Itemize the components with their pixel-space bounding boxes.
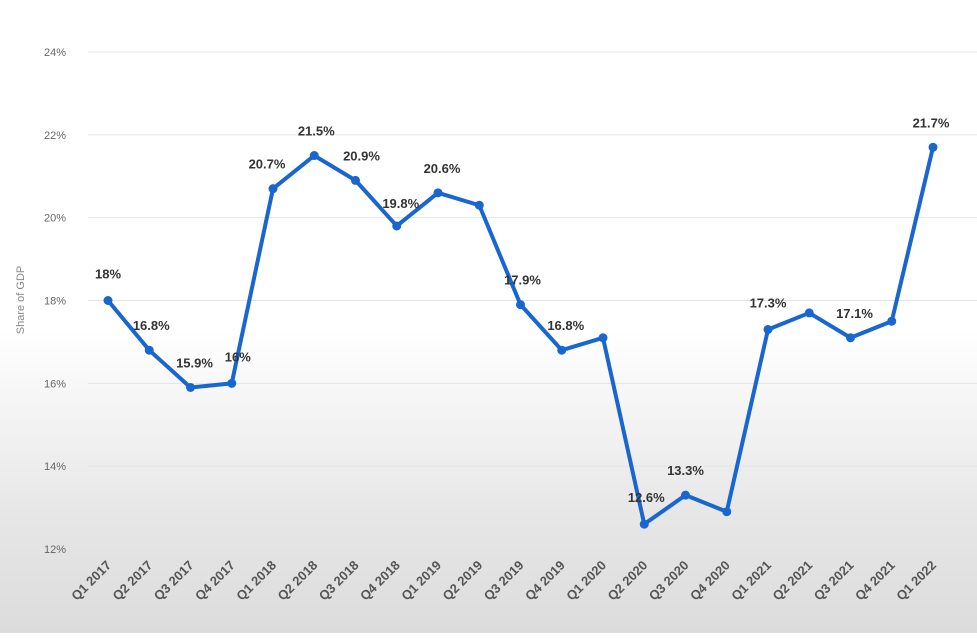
x-tick-label: Q1 2022 [893,558,939,604]
x-tick-label: Q2 2017 [109,558,155,604]
data-point[interactable] [598,333,608,343]
data-point[interactable] [433,188,443,198]
series-line-path [106,145,935,527]
data-label: 16.8% [133,318,170,333]
y-tick-label: 20% [44,213,66,225]
x-tick-label: Q3 2021 [811,558,857,604]
data-label: 15.9% [176,355,213,370]
x-tick-label: Q1 2020 [563,558,609,604]
x-tick-label: Q1 2017 [68,558,114,604]
x-tick-label: Q4 2020 [687,558,733,604]
data-label: 16.8% [547,318,584,333]
x-tick-label: Q2 2019 [439,558,485,604]
data-label: 17.1% [836,306,873,321]
x-tick-label: Q4 2017 [192,558,238,604]
x-tick-label: Q3 2018 [316,558,362,604]
gridlines [88,51,977,550]
data-label: 17.9% [504,273,541,288]
data-label: 13.3% [667,463,704,478]
x-tick-label: Q4 2021 [852,558,898,604]
data-point[interactable] [804,308,814,318]
data-point[interactable] [763,324,773,334]
data-label: 16% [225,349,251,364]
data-label: 21.5% [298,124,335,139]
y-axis-title: Share of GDP [15,266,27,334]
x-tick-label: Q1 2021 [728,558,774,604]
data-label: 20.9% [343,148,380,163]
x-tick-label: Q3 2019 [481,558,527,604]
data-point[interactable] [516,300,525,310]
data-point[interactable] [846,333,855,343]
data-label: 12.6% [628,490,665,505]
data-point[interactable] [309,151,319,161]
data-label: 21.7% [913,115,950,130]
data-labels: 18% 16.8% 15.9% 16% 20.7% 21.5% 20.9% 19.8% 20.6… [95,115,950,505]
data-point[interactable] [103,296,113,305]
y-tick-label: 24% [44,47,66,59]
data-label: 19.8% [382,196,419,211]
data-point[interactable] [351,175,360,185]
data-point[interactable] [144,345,154,355]
series-line [106,145,935,527]
y-tick-label: 12% [44,544,66,556]
data-point[interactable] [722,507,732,517]
data-points [103,142,938,529]
data-label: 18% [95,267,121,282]
x-tick-label: Q3 2020 [646,558,692,604]
data-point[interactable] [557,345,567,355]
data-point[interactable] [268,184,278,194]
data-point[interactable] [681,490,690,500]
data-point[interactable] [639,519,649,529]
x-tick-label: Q3 2017 [151,558,197,604]
data-point[interactable] [227,378,237,388]
data-point[interactable] [928,142,938,152]
x-tick-label: Q2 2018 [274,558,320,604]
data-point[interactable] [887,316,897,326]
y-tick-label: 14% [44,461,66,473]
x-tick-label: Q2 2021 [769,558,815,604]
x-tick-label: Q4 2019 [522,558,568,604]
y-tick-label: 22% [44,130,66,142]
x-tick-label: Q1 2019 [398,558,444,604]
data-point[interactable] [186,382,195,392]
data-point[interactable] [474,200,484,210]
x-tick-label: Q4 2018 [357,558,403,604]
y-tick-label: 18% [44,296,66,308]
x-tick-label: Q2 2020 [604,558,650,604]
data-label: 20.6% [424,161,461,176]
data-label: 20.7% [249,157,286,172]
data-point[interactable] [392,221,402,231]
data-label: 17.3% [750,295,787,310]
y-axis-ticks: 12% 14% 16% 18% 20% 22% 24% [44,47,66,556]
y-tick-label: 16% [44,378,66,390]
x-tick-label: Q1 2018 [233,558,279,604]
